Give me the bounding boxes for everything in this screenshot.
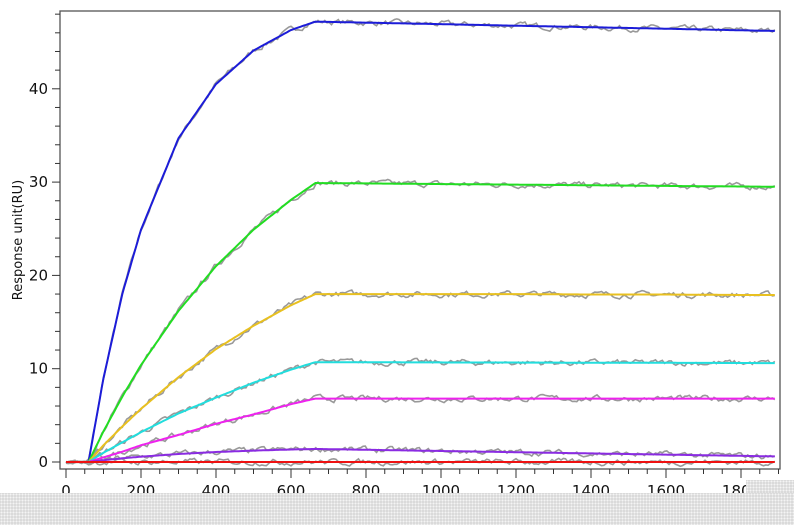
plot-frame xyxy=(59,10,781,470)
measured-trace-5 xyxy=(65,445,776,464)
fit-curve-4 xyxy=(66,397,775,463)
fit-curve-3 xyxy=(66,361,775,463)
dotted-overlay-corner xyxy=(746,480,794,493)
fit-curves xyxy=(66,20,775,463)
measured-trace-1 xyxy=(65,178,776,465)
y-tick-label: 40 xyxy=(29,80,48,98)
fit-curve-1 xyxy=(66,182,775,463)
y-axis: 0 10 20 30 40 xyxy=(29,13,60,471)
dotted-overlay-bottom xyxy=(0,493,794,525)
fit-curve-2 xyxy=(66,293,775,463)
y-tick-label: 0 xyxy=(38,453,48,471)
y-tick-label: 10 xyxy=(29,360,48,378)
fit-curve-0 xyxy=(66,20,775,463)
fit-curve-5 xyxy=(66,447,775,463)
y-tick-label: 30 xyxy=(29,173,48,191)
y-tick-label: 20 xyxy=(29,266,48,284)
x-tick-label: 0 xyxy=(61,482,71,500)
y-axis-label: Response unit(RU) xyxy=(11,180,26,300)
